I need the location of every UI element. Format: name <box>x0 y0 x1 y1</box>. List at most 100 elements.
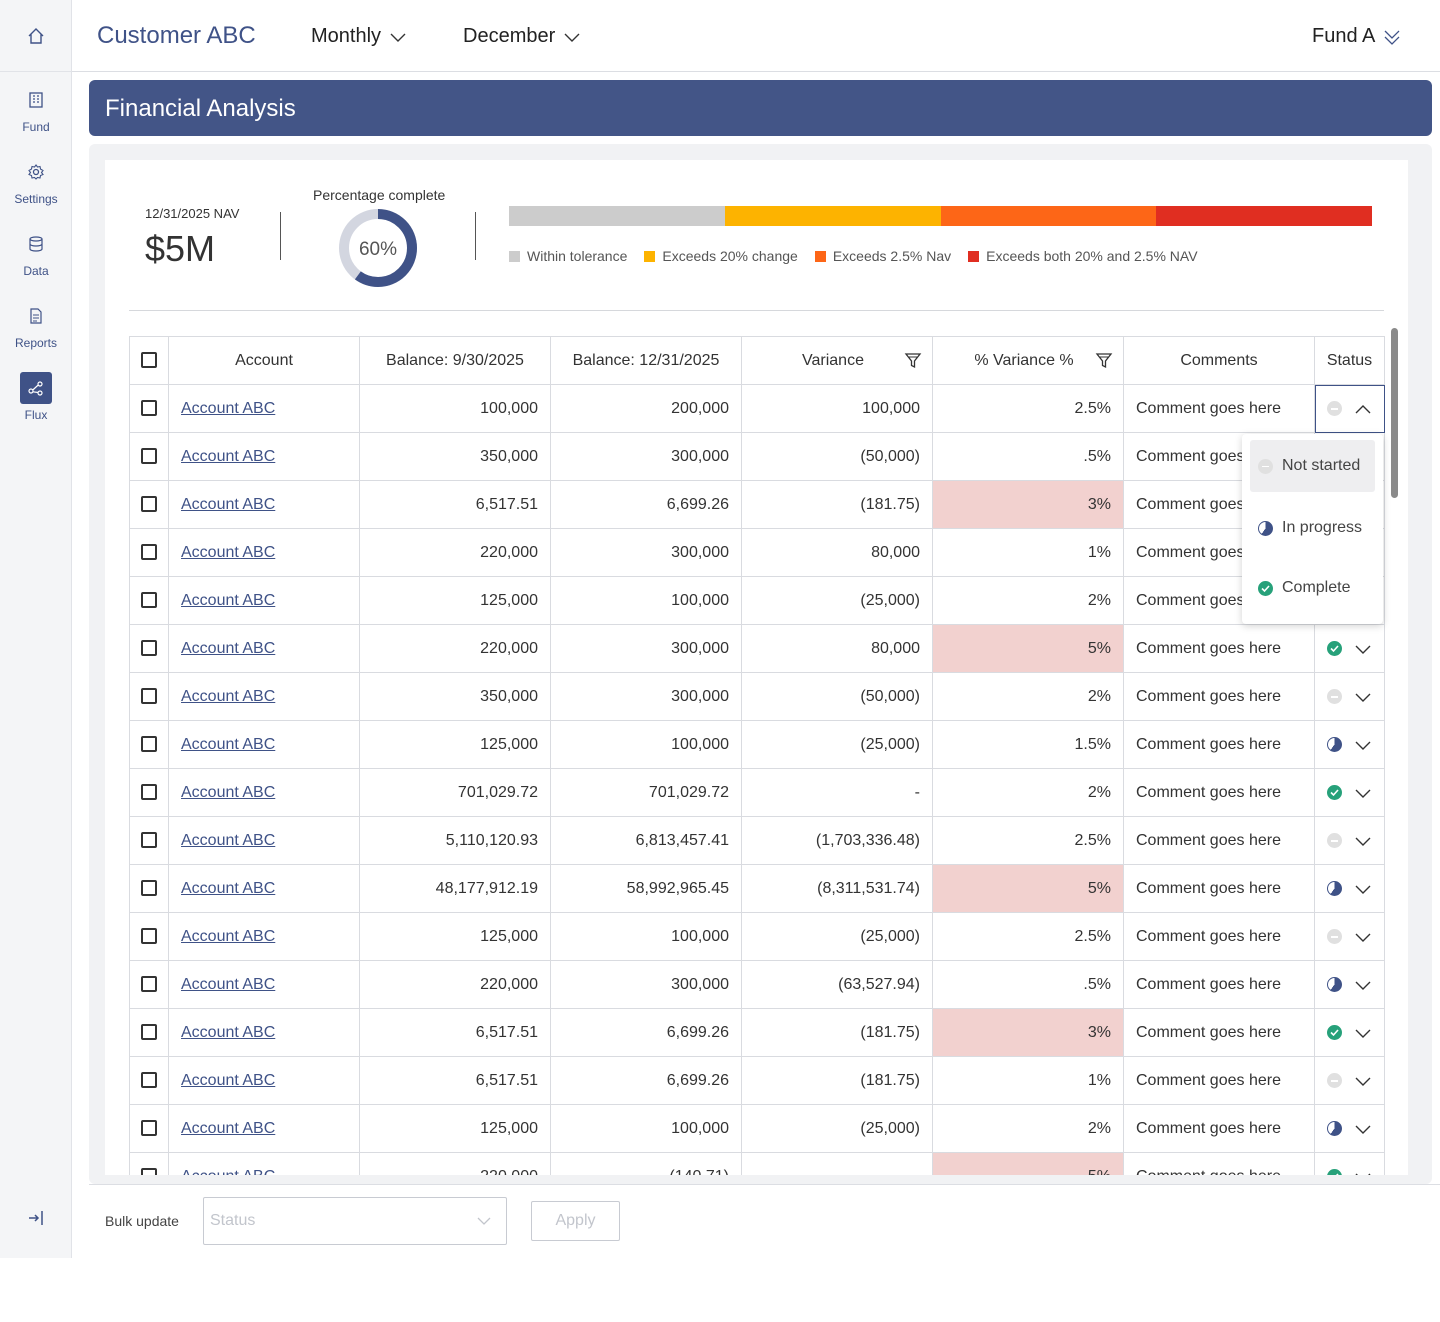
row-checkbox[interactable] <box>141 1120 157 1137</box>
status-dropdown[interactable] <box>1314 768 1385 817</box>
sidebar-item-flux[interactable]: Flux <box>0 372 72 436</box>
comment-cell[interactable]: Comment goes here <box>1123 672 1315 721</box>
comment-cell[interactable]: Comment goes here <box>1123 1104 1315 1153</box>
status-option-complete[interactable]: Complete <box>1250 562 1375 614</box>
table-row: Account ABC 125,000 100,000 (25,000) 2% Comme… <box>129 1104 1385 1153</box>
variance-cell: - <box>741 768 933 817</box>
sidebar-item-data[interactable]: Data <box>0 228 72 292</box>
account-cell: Account ABC <box>168 816 360 865</box>
balance-dec-cell: 58,992,965.45 <box>550 864 742 913</box>
account-cell: Account ABC <box>168 912 360 961</box>
header-status[interactable]: Status <box>1314 336 1385 385</box>
row-checkbox[interactable] <box>141 784 157 801</box>
customer-name[interactable]: Customer ABC <box>97 22 256 49</box>
comment-cell[interactable]: Comment goes here <box>1123 1056 1315 1105</box>
share-icon <box>20 372 52 404</box>
row-checkbox[interactable] <box>141 448 157 465</box>
account-link[interactable]: Account ABC <box>181 1168 275 1176</box>
select-all-checkbox[interactable] <box>141 352 157 369</box>
row-checkbox[interactable] <box>141 592 157 609</box>
row-checkbox[interactable] <box>141 544 157 561</box>
status-dropdown[interactable] <box>1314 1008 1385 1057</box>
status-dropdown[interactable] <box>1314 816 1385 865</box>
home-button[interactable] <box>0 0 72 72</box>
status-option-label: Complete <box>1282 579 1351 596</box>
chevron-down-icon <box>1355 741 1371 750</box>
header-balance-dec[interactable]: Balance: 12/31/2025 <box>550 336 742 385</box>
account-link[interactable]: Account ABC <box>181 399 276 417</box>
sidebar-item-settings[interactable]: Settings <box>0 156 72 220</box>
row-checkbox[interactable] <box>141 976 157 993</box>
comment-cell[interactable]: Comment goes here <box>1123 816 1315 865</box>
legend-item: Within tolerance <box>509 248 627 264</box>
row-checkbox[interactable] <box>141 640 157 657</box>
period-dropdown[interactable]: Monthly <box>311 25 407 48</box>
filter-icon[interactable] <box>904 352 922 370</box>
status-dropdown[interactable] <box>1314 624 1385 673</box>
apply-button[interactable]: Apply <box>531 1201 620 1241</box>
comment-cell[interactable]: Comment goes here <box>1123 384 1315 433</box>
status-option-in-progress[interactable]: In progress <box>1250 502 1375 554</box>
status-dropdown[interactable] <box>1314 384 1385 433</box>
row-checkbox[interactable] <box>141 1024 157 1041</box>
balance-sep-cell: 350,000 <box>359 672 551 721</box>
not-started-icon <box>1327 401 1342 416</box>
comment-cell[interactable]: Comment goes here <box>1123 1152 1315 1175</box>
status-dropdown[interactable] <box>1314 720 1385 769</box>
comment-cell[interactable]: Comment goes here <box>1123 960 1315 1009</box>
logout-button[interactable] <box>20 1202 52 1234</box>
sidebar-item-reports[interactable]: Reports <box>0 300 72 364</box>
status-dropdown[interactable] <box>1314 912 1385 961</box>
row-checkbox[interactable] <box>141 880 157 897</box>
row-select-cell <box>129 720 169 769</box>
account-link[interactable]: Account ABC <box>181 927 276 945</box>
status-dropdown[interactable] <box>1314 1152 1385 1175</box>
row-checkbox[interactable] <box>141 832 157 849</box>
bulk-status-select[interactable]: Status <box>203 1197 507 1245</box>
fund-dropdown[interactable]: Fund A <box>1312 25 1401 48</box>
row-select-cell <box>129 1104 169 1153</box>
status-option-not-started[interactable]: Not started <box>1250 440 1375 492</box>
table-scrollbar[interactable] <box>1391 328 1398 498</box>
row-checkbox[interactable] <box>141 736 157 753</box>
comment-cell[interactable]: Comment goes here <box>1123 864 1315 913</box>
account-link[interactable]: Account ABC <box>181 495 276 513</box>
account-link[interactable]: Account ABC <box>181 831 276 849</box>
account-link[interactable]: Account ABC <box>181 543 276 561</box>
status-dropdown[interactable] <box>1314 1056 1385 1105</box>
row-checkbox[interactable] <box>141 928 157 945</box>
status-dropdown[interactable] <box>1314 864 1385 913</box>
account-link[interactable]: Account ABC <box>181 1071 276 1089</box>
status-dropdown[interactable] <box>1314 960 1385 1009</box>
status-dropdown[interactable] <box>1314 1104 1385 1153</box>
comment-cell[interactable]: Comment goes here <box>1123 768 1315 817</box>
comment-cell[interactable]: Comment goes here <box>1123 624 1315 673</box>
account-link[interactable]: Account ABC <box>181 1023 276 1041</box>
balance-sep-cell: 6,517.51 <box>359 1056 551 1105</box>
row-checkbox[interactable] <box>141 400 157 417</box>
account-link[interactable]: Account ABC <box>181 735 276 753</box>
account-link[interactable]: Account ABC <box>181 447 276 465</box>
comment-cell[interactable]: Comment goes here <box>1123 1008 1315 1057</box>
legend-item: Exceeds both 20% and 2.5% NAV <box>968 248 1198 264</box>
account-link[interactable]: Account ABC <box>181 591 276 609</box>
comment-cell[interactable]: Comment goes here <box>1123 912 1315 961</box>
row-checkbox[interactable] <box>141 1168 157 1175</box>
status-dropdown[interactable] <box>1314 672 1385 721</box>
header-balance-sep[interactable]: Balance: 9/30/2025 <box>359 336 551 385</box>
account-link[interactable]: Account ABC <box>181 639 276 657</box>
row-checkbox[interactable] <box>141 688 157 705</box>
row-checkbox[interactable] <box>141 1072 157 1089</box>
account-link[interactable]: Account ABC <box>181 1119 276 1137</box>
account-link[interactable]: Account ABC <box>181 879 276 897</box>
account-link[interactable]: Account ABC <box>181 975 276 993</box>
comment-cell[interactable]: Comment goes here <box>1123 720 1315 769</box>
sidebar-item-fund[interactable]: Fund <box>0 84 72 148</box>
account-link[interactable]: Account ABC <box>181 783 276 801</box>
filter-icon[interactable] <box>1095 352 1113 370</box>
month-dropdown[interactable]: December <box>463 25 581 48</box>
header-comments[interactable]: Comments <box>1123 336 1315 385</box>
header-account[interactable]: Account <box>168 336 360 385</box>
account-link[interactable]: Account ABC <box>181 687 276 705</box>
row-checkbox[interactable] <box>141 496 157 513</box>
